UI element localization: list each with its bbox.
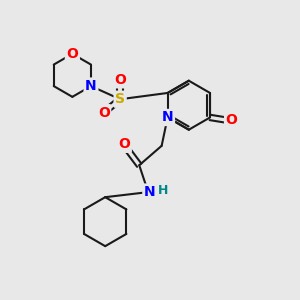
Text: O: O xyxy=(98,106,110,120)
Text: O: O xyxy=(114,73,126,87)
Text: H: H xyxy=(158,184,168,197)
Text: S: S xyxy=(115,92,125,106)
Text: O: O xyxy=(118,137,130,151)
Text: N: N xyxy=(144,185,155,199)
Text: O: O xyxy=(66,47,78,61)
Text: O: O xyxy=(226,113,238,128)
Text: N: N xyxy=(162,110,173,124)
Text: N: N xyxy=(85,79,97,93)
